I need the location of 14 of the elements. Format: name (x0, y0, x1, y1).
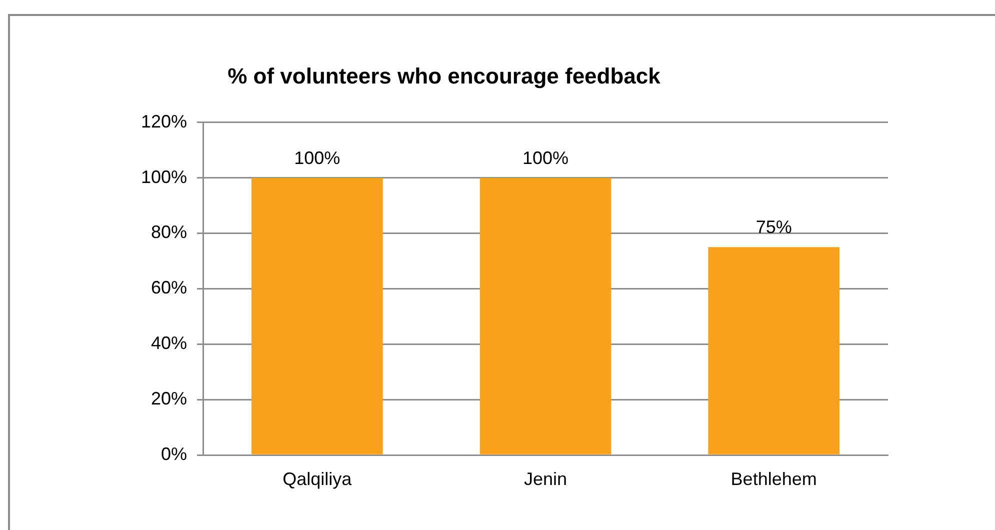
y-tick-label: 20% (150, 388, 187, 409)
y-tick-label: 120% (140, 111, 187, 132)
x-tick-label: Qalqiliya (282, 468, 353, 489)
y-tick-label: 100% (140, 166, 187, 187)
chart-title: % of volunteers who encourage feedback (228, 63, 662, 88)
y-tick-label: 0% (160, 444, 187, 464)
y-tick-label: 80% (150, 222, 187, 242)
x-tick-label: Bethlehem (730, 468, 817, 489)
y-tick-label: 40% (150, 333, 187, 354)
data-label: 75% (756, 217, 792, 238)
y-tick-label: 60% (150, 278, 187, 298)
data-label: 100% (522, 148, 569, 168)
data-label: 100% (294, 148, 340, 168)
x-tick-label: Jenin (524, 468, 568, 489)
